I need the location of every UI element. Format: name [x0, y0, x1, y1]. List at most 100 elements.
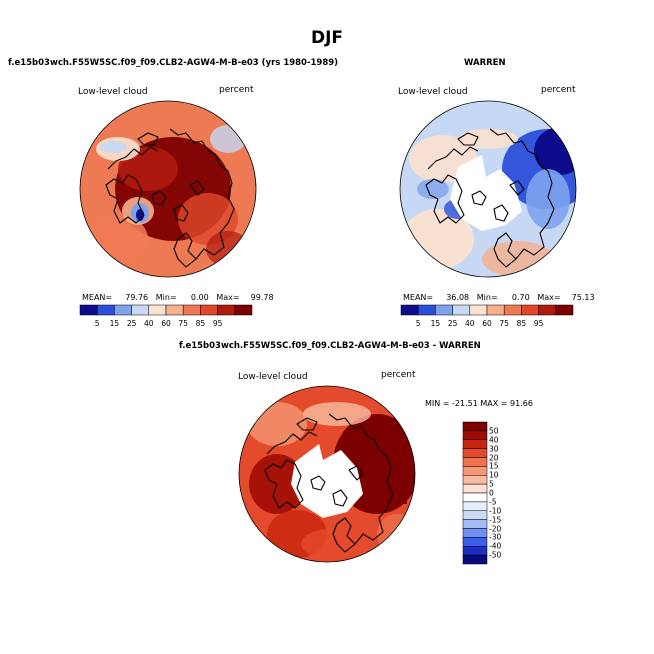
coastline	[296, 417, 318, 431]
panel1-stats: MEAN= 79.76 Min= 0.00 Max= 99.78	[82, 293, 274, 302]
colorbar-tick-label: 5	[94, 319, 100, 328]
colorbar-swatch	[131, 304, 150, 316]
colorbar-swatch	[462, 430, 488, 440]
colorbar-tick-label: 25	[126, 319, 137, 328]
coastline	[332, 489, 348, 507]
panel3-title: f.e15b03wch.F55W5SC.f09_f09.CLB2-AGW4-M-…	[179, 341, 481, 351]
panel2-variable-label: Low-level cloud	[398, 87, 468, 97]
colorbar-tick-label: 10	[489, 470, 499, 480]
coastline	[489, 128, 553, 184]
map-boundary-circle	[399, 100, 577, 278]
colorbar-tick-label: 40	[144, 319, 154, 328]
colorbar-swatch	[462, 448, 488, 458]
coastline	[509, 180, 525, 196]
colorbar-swatch	[462, 457, 488, 467]
colorbar-tick-label: 5	[415, 319, 421, 328]
coastline	[515, 182, 555, 260]
coastline	[264, 459, 304, 509]
coastline	[169, 128, 233, 184]
colorbar-swatch	[148, 304, 167, 316]
colorbar-tick-label: 25	[447, 319, 458, 328]
colorbar-swatch	[462, 528, 488, 538]
colorbar-swatch	[79, 304, 98, 316]
panel3-polar-map	[238, 385, 416, 563]
colorbar-tick-label: -50	[489, 550, 502, 560]
colorbar-tick-label: 15	[489, 461, 499, 471]
colorbar-tick-label: 0	[489, 488, 494, 498]
field-contour-region	[377, 514, 415, 554]
colorbar-swatch	[217, 304, 236, 316]
colorbar-swatch	[165, 304, 184, 316]
colorbar-tick-label: 75	[178, 319, 188, 328]
panel1-colorbar	[79, 304, 253, 316]
colorbar-swatch	[462, 483, 488, 494]
panel1-units-label: percent	[219, 85, 254, 95]
colorbar-swatch	[462, 519, 488, 529]
colorbar-tick-label: -15	[489, 515, 502, 525]
colorbar-tick-label: 40	[489, 435, 499, 445]
colorbar-swatch	[462, 421, 488, 432]
colorbar-swatch	[555, 304, 574, 316]
colorbar-tick-label: 85	[516, 319, 527, 328]
coastline	[471, 190, 487, 206]
colorbar-tick-label: 95	[212, 319, 223, 328]
panel3-colorbar	[462, 421, 488, 565]
map-boundary-circle	[238, 385, 416, 563]
field-contour-region	[534, 127, 576, 175]
colorbar-tick-label: -20	[489, 524, 502, 533]
colorbar-swatch	[182, 304, 201, 316]
colorbar-swatch	[234, 304, 253, 316]
colorbar-swatch	[462, 492, 488, 503]
coastline	[189, 180, 205, 196]
colorbar-swatch	[462, 475, 488, 485]
coastline	[173, 232, 197, 268]
season-title: DJF	[310, 28, 344, 48]
colorbar-swatch	[469, 304, 488, 316]
coastline	[427, 146, 479, 170]
coastline	[332, 517, 356, 553]
missing-data-mask	[291, 444, 363, 518]
colorbar-swatch	[486, 304, 505, 316]
colorbar-tick-label: -10	[489, 506, 502, 516]
panel2-title: WARREN	[464, 58, 506, 68]
colorbar-swatch	[462, 466, 488, 476]
missing-data-mask	[450, 155, 522, 231]
colorbar-swatch	[503, 304, 522, 316]
coastline	[457, 132, 479, 146]
coastline	[493, 232, 517, 268]
colorbar-swatch	[462, 554, 488, 565]
coastline	[493, 204, 509, 222]
colorbar-tick-label: 60	[482, 319, 492, 328]
panel1-variable-label: Low-level cloud	[78, 87, 148, 97]
colorbar-swatch	[200, 304, 218, 316]
colorbar-swatch	[462, 546, 488, 556]
panel2-colorbar-ticks: 5 15 25 40 60 75 85 95	[401, 319, 573, 329]
field-contour-region	[206, 231, 250, 267]
colorbar-tick-label: -5	[489, 497, 497, 507]
coastline	[151, 190, 167, 206]
colorbar-tick-label: 30	[489, 444, 499, 454]
colorbar-tick-label: 15	[430, 319, 441, 328]
colorbar-tick-label: 40	[465, 319, 475, 328]
colorbar-swatch	[400, 304, 419, 316]
colorbar-swatch	[521, 304, 539, 316]
panel1-title: f.e15b03wch.F55W5SC.f09_f09.CLB2-AGW4-M-…	[8, 58, 339, 68]
field-contour-region	[99, 141, 127, 153]
panel2-colorbar	[400, 304, 574, 316]
coastline	[354, 467, 394, 545]
panel3-stats: MIN = -21.51 MAX = 91.66	[425, 399, 533, 408]
coastline	[266, 431, 318, 455]
colorbar-swatch	[462, 439, 488, 449]
coastline	[348, 465, 364, 481]
coastline	[195, 182, 235, 260]
panel2-polar-map	[399, 100, 577, 278]
colorbar-swatch	[538, 304, 557, 316]
colorbar-swatch	[462, 501, 488, 511]
coastline	[328, 413, 392, 469]
colorbar-tick-label: 20	[489, 453, 499, 462]
panel2-units-label: percent	[541, 85, 576, 95]
panel3-units-label: percent	[381, 370, 416, 380]
colorbar-tick-label: 95	[533, 319, 544, 328]
coastline	[173, 204, 189, 222]
